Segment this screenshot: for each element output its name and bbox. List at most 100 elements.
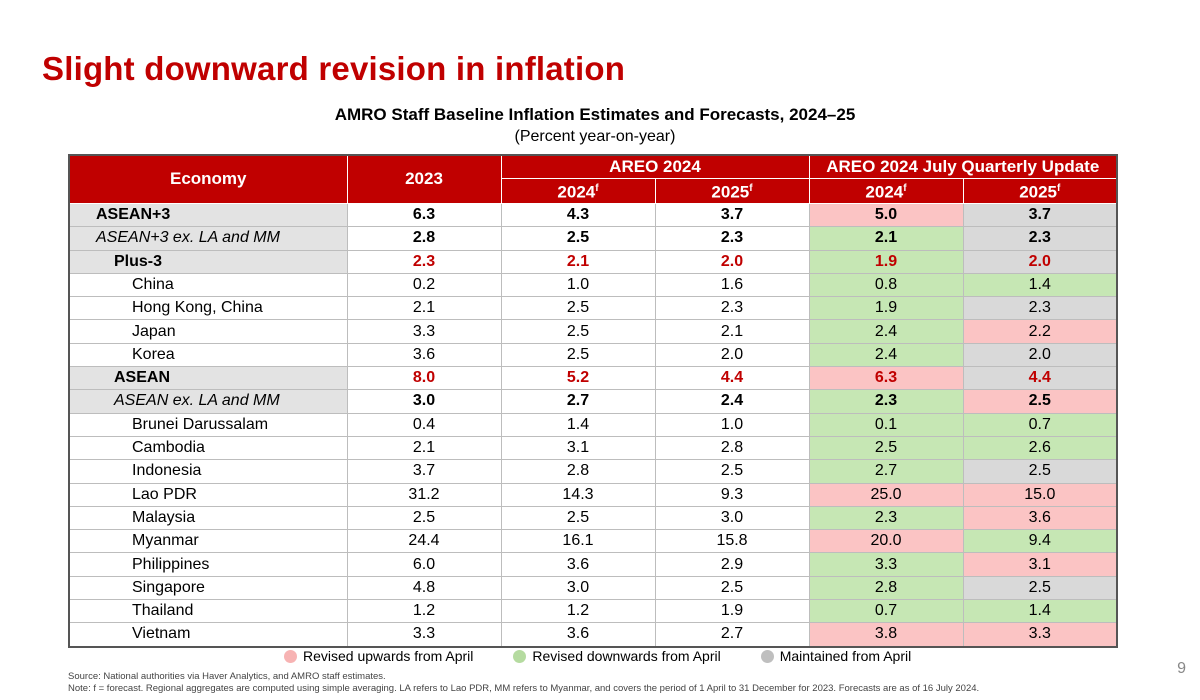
value-update-2025: 2.3 xyxy=(962,296,1118,321)
value-areo-2025: 3.7 xyxy=(654,202,810,228)
value-areo-2024: 2.5 xyxy=(500,505,656,531)
economy-name: ASEAN ex. LA and MM xyxy=(68,389,348,414)
header-areo-2025-year: 2025f xyxy=(654,178,810,204)
table-row: Indonesia 3.7 2.8 2.5 2.7 2.5 xyxy=(68,459,1118,484)
value-update-2024: 6.3 xyxy=(808,366,964,391)
table-row: Brunei Darussalam 0.4 1.4 1.0 0.1 0.7 xyxy=(68,412,1118,437)
value-2023: 0.2 xyxy=(346,272,502,298)
table-title: AMRO Staff Baseline Inflation Estimates … xyxy=(334,105,856,124)
economy-name: China xyxy=(68,272,348,298)
value-areo-2025: 2.9 xyxy=(654,552,810,577)
value-update-2024: 1.9 xyxy=(808,249,964,274)
economy-name: Malaysia xyxy=(68,505,348,531)
table-row: Japan 3.3 2.5 2.1 2.4 2.2 xyxy=(68,319,1118,344)
table-row: Vietnam 3.3 3.6 2.7 3.8 3.3 xyxy=(68,622,1118,648)
economy-name: ASEAN xyxy=(68,366,348,391)
value-areo-2024: 2.8 xyxy=(500,459,656,484)
value-update-2025: 3.3 xyxy=(962,622,1118,648)
value-areo-2024: 2.5 xyxy=(500,296,656,321)
economy-name: Thailand xyxy=(68,598,348,624)
inflation-table: Economy 2023 AREO 2024 AREO 2024 July Qu… xyxy=(68,154,1119,648)
source-note: Source: National authorities via Haver A… xyxy=(68,671,979,695)
value-areo-2025: 2.0 xyxy=(654,249,810,274)
value-update-2024: 0.8 xyxy=(808,272,964,298)
economy-name: Vietnam xyxy=(68,622,348,648)
economy-name: Korea xyxy=(68,342,348,368)
legend-label-up: Revised upwards from April xyxy=(303,648,474,664)
value-areo-2024: 3.1 xyxy=(500,435,656,461)
value-2023: 3.3 xyxy=(346,622,502,648)
value-update-2024: 2.8 xyxy=(808,575,964,601)
header-july-update: AREO 2024 July Quarterly Update xyxy=(808,154,1118,180)
value-2023: 0.4 xyxy=(346,412,502,437)
header-areo-2024-year: 2024f xyxy=(500,178,656,204)
value-areo-2024: 4.3 xyxy=(500,202,656,228)
value-areo-2025: 1.0 xyxy=(654,412,810,437)
value-2023: 3.7 xyxy=(346,459,502,484)
value-2023: 3.0 xyxy=(346,389,502,414)
value-2023: 31.2 xyxy=(346,482,502,507)
value-areo-2024: 2.5 xyxy=(500,226,656,251)
value-areo-2025: 2.7 xyxy=(654,622,810,648)
value-update-2025: 1.4 xyxy=(962,598,1118,624)
value-areo-2024: 14.3 xyxy=(500,482,656,507)
value-areo-2025: 2.8 xyxy=(654,435,810,461)
value-2023: 3.3 xyxy=(346,319,502,344)
value-areo-2024: 3.0 xyxy=(500,575,656,601)
value-2023: 2.3 xyxy=(346,249,502,274)
value-update-2024: 2.3 xyxy=(808,389,964,414)
value-areo-2025: 2.1 xyxy=(654,319,810,344)
value-update-2025: 2.0 xyxy=(962,342,1118,368)
value-areo-2025: 2.4 xyxy=(654,389,810,414)
economy-name: Brunei Darussalam xyxy=(68,412,348,437)
table-row: Thailand 1.2 1.2 1.9 0.7 1.4 xyxy=(68,598,1118,624)
value-2023: 4.8 xyxy=(346,575,502,601)
economy-name: Japan xyxy=(68,319,348,344)
value-areo-2025: 1.6 xyxy=(654,272,810,298)
value-areo-2024: 2.5 xyxy=(500,319,656,344)
value-areo-2024: 1.2 xyxy=(500,598,656,624)
table-row: Plus-3 2.3 2.1 2.0 1.9 2.0 xyxy=(68,249,1118,274)
value-areo-2024: 1.4 xyxy=(500,412,656,437)
value-2023: 2.1 xyxy=(346,296,502,321)
table-row: Myanmar 24.4 16.1 15.8 20.0 9.4 xyxy=(68,529,1118,554)
value-areo-2025: 2.0 xyxy=(654,342,810,368)
value-areo-2024: 16.1 xyxy=(500,529,656,554)
value-update-2025: 2.5 xyxy=(962,459,1118,484)
economy-name: Lao PDR xyxy=(68,482,348,507)
table-row: China 0.2 1.0 1.6 0.8 1.4 xyxy=(68,272,1118,298)
note-line: Note: f = forecast. Regional aggregates … xyxy=(68,683,980,694)
value-2023: 6.0 xyxy=(346,552,502,577)
economy-name: Myanmar xyxy=(68,529,348,554)
header-update-2025-year: 2025f xyxy=(962,178,1118,204)
table-row: Lao PDR 31.2 14.3 9.3 25.0 15.0 xyxy=(68,482,1118,507)
legend-item-up: Revised upwards from April xyxy=(284,648,473,664)
value-areo-2024: 3.6 xyxy=(500,622,656,648)
value-update-2025: 2.6 xyxy=(962,435,1118,461)
table-row: Cambodia 2.1 3.1 2.8 2.5 2.6 xyxy=(68,435,1118,461)
value-2023: 2.1 xyxy=(346,435,502,461)
value-areo-2025: 2.3 xyxy=(654,296,810,321)
table-row: ASEAN+3 ex. LA and MM 2.8 2.5 2.3 2.1 2.… xyxy=(68,226,1118,251)
value-update-2024: 2.5 xyxy=(808,435,964,461)
value-areo-2025: 4.4 xyxy=(654,366,810,391)
header-areo-2024: AREO 2024 xyxy=(500,154,810,180)
value-update-2024: 3.3 xyxy=(808,552,964,577)
table-row: Malaysia 2.5 2.5 3.0 2.3 3.6 xyxy=(68,505,1118,531)
economy-name: Philippines xyxy=(68,552,348,577)
value-update-2025: 3.7 xyxy=(962,202,1118,228)
value-update-2024: 0.1 xyxy=(808,412,964,437)
value-update-2025: 3.1 xyxy=(962,552,1118,577)
legend-item-same: Maintained from April xyxy=(760,648,911,664)
economy-name: Singapore xyxy=(68,575,348,601)
economy-name: Hong Kong, China xyxy=(68,296,348,321)
value-areo-2025: 9.3 xyxy=(654,482,810,507)
value-update-2025: 9.4 xyxy=(962,529,1118,554)
table-row: Korea 3.6 2.5 2.0 2.4 2.0 xyxy=(68,342,1118,368)
value-2023: 6.3 xyxy=(346,202,502,228)
value-2023: 1.2 xyxy=(346,598,502,624)
value-areo-2025: 2.3 xyxy=(654,226,810,251)
value-2023: 3.6 xyxy=(346,342,502,368)
value-update-2024: 20.0 xyxy=(808,529,964,554)
table-row: Singapore 4.8 3.0 2.5 2.8 2.5 xyxy=(68,575,1118,601)
